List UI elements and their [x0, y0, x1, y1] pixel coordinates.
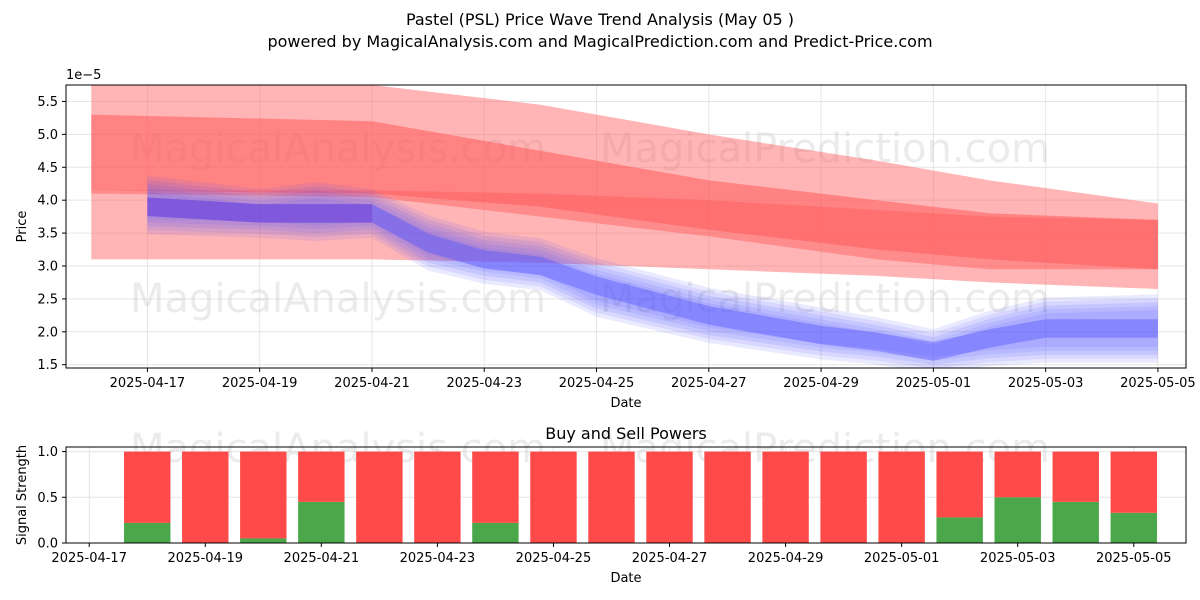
sell-bar: [588, 451, 635, 543]
bars-group: [124, 451, 1157, 543]
buy-bar: [298, 501, 345, 543]
x-tick-label: 2025-04-19: [222, 376, 298, 391]
red-band-inner: [91, 190, 1158, 270]
y-tick-label: 1.5: [37, 358, 58, 373]
x-tick-label: 2025-04-27: [671, 376, 747, 391]
y-tick-label: 1.0: [37, 445, 58, 460]
sell-bar: [124, 451, 171, 523]
x-tick-label: 2025-05-05: [1120, 376, 1196, 391]
x-axis-label: Date: [610, 396, 641, 411]
sell-bar: [878, 451, 925, 543]
red-band-middle: [91, 114, 1158, 270]
chart-title: Pastel (PSL) Price Wave Trend Analysis (…: [406, 10, 794, 29]
y-axis-label: Price: [15, 211, 30, 243]
y-tick-label: 2.5: [37, 292, 58, 307]
sell-bar: [994, 451, 1041, 498]
sell-bar: [472, 451, 519, 523]
x-tick-label: 2025-05-03: [980, 551, 1056, 566]
x-tick-label: 2025-04-27: [632, 551, 708, 566]
x-tick-label: 2025-04-23: [446, 376, 522, 391]
x-tick-label: 2025-05-05: [1096, 551, 1172, 566]
y-offset-label: 1e−5: [66, 68, 101, 83]
sell-bar: [182, 451, 229, 543]
price-axes-frame: [65, 84, 1187, 369]
sell-bar: [704, 451, 751, 543]
buy-bar: [994, 497, 1041, 543]
buy-bar: [1110, 512, 1157, 543]
watermark-text: MagicalAnalysis.com: [130, 276, 546, 322]
blue-band-layer: [147, 175, 1158, 357]
chart-subtitle: powered by MagicalAnalysis.com and Magic…: [267, 32, 932, 51]
sell-bar: [530, 451, 577, 543]
y-tick-label: 0.5: [37, 491, 58, 506]
x-tick-label: 2025-04-25: [559, 376, 635, 391]
signal-panel: MagicalAnalysis.com MagicalPrediction.com…: [15, 424, 1187, 586]
sell-bar: [298, 451, 345, 502]
x-axis-label: Date: [610, 571, 641, 586]
x-tick-label: 2025-04-21: [334, 376, 410, 391]
blue-band-layer: [147, 179, 1158, 361]
blue-band-layer: [147, 191, 1158, 368]
signal-axes-frame: [65, 446, 1187, 544]
price-panel: MagicalAnalysis.comMagicalAnalysis.comMa…: [15, 68, 1196, 411]
blue-band-overlap: [147, 197, 372, 223]
sell-bar: [1052, 451, 1099, 502]
y-tick-label: 4.0: [37, 194, 58, 209]
buy-bar: [472, 522, 519, 543]
buy-bar: [936, 517, 983, 543]
buy-bar: [1052, 501, 1099, 543]
buy-bar: [124, 522, 171, 543]
x-tick-label: 2025-04-17: [110, 376, 186, 391]
bands-group: [91, 85, 1158, 368]
x-tick-label: 2025-04-29: [783, 376, 859, 391]
sell-bar: [414, 451, 461, 543]
x-tick-label: 2025-04-17: [51, 551, 127, 566]
buy-bar: [240, 538, 287, 543]
blue-band-layer: [147, 187, 1158, 368]
x-tick-label: 2025-04-21: [284, 551, 360, 566]
x-tick-label: 2025-05-03: [1008, 376, 1084, 391]
sell-bar: [646, 451, 693, 543]
y-tick-label: 0.0: [37, 537, 58, 552]
x-tick-label: 2025-05-01: [896, 376, 972, 391]
watermark-text: MagicalPrediction.com: [600, 126, 1050, 172]
signal-title: Buy and Sell Powers: [545, 424, 707, 443]
watermark-text: MagicalPrediction.com: [600, 276, 1050, 322]
x-tick-label: 2025-04-23: [400, 551, 476, 566]
x-tick-label: 2025-04-19: [167, 551, 243, 566]
y-tick-label: 3.0: [37, 259, 58, 274]
y-tick-label: 4.5: [37, 161, 58, 176]
x-tick-label: 2025-04-25: [516, 551, 592, 566]
y-tick-label: 2.0: [37, 325, 58, 340]
sell-bar: [762, 451, 809, 543]
x-tick-label: 2025-04-29: [748, 551, 824, 566]
x-tick-label: 2025-05-01: [864, 551, 940, 566]
sell-bar: [240, 451, 287, 539]
sell-bar: [820, 451, 867, 543]
y-tick-label: 5.5: [37, 95, 58, 110]
y-tick-label: 3.5: [37, 227, 58, 242]
sell-bar: [356, 451, 403, 543]
blue-band-layer: [147, 183, 1158, 365]
sell-bar: [936, 451, 983, 518]
y-tick-label: 5.0: [37, 128, 58, 143]
sell-bar: [1110, 451, 1157, 513]
y-axis-label: Signal Strength: [15, 445, 30, 545]
